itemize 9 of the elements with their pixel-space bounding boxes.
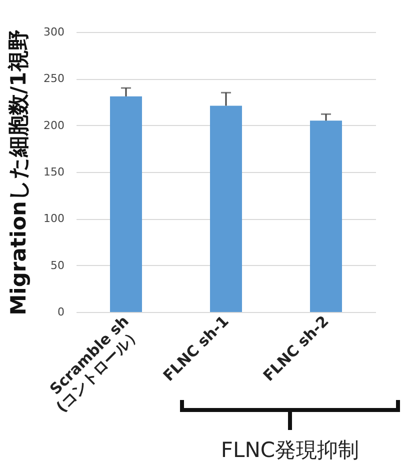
y-tick-label: 150 xyxy=(44,166,64,178)
y-tick-label: 0 xyxy=(58,306,64,318)
y-tick-label: 300 xyxy=(44,26,64,38)
y-tick-label: 50 xyxy=(50,258,64,272)
y-axis-title: Migrationした細胞数/1視野 xyxy=(6,30,31,316)
text: FLNC発現抑制 xyxy=(220,437,360,464)
y-tick-label: 100 xyxy=(44,212,64,226)
y-tick-label: 200 xyxy=(44,118,64,132)
y-tick-label: 250 xyxy=(44,72,64,86)
